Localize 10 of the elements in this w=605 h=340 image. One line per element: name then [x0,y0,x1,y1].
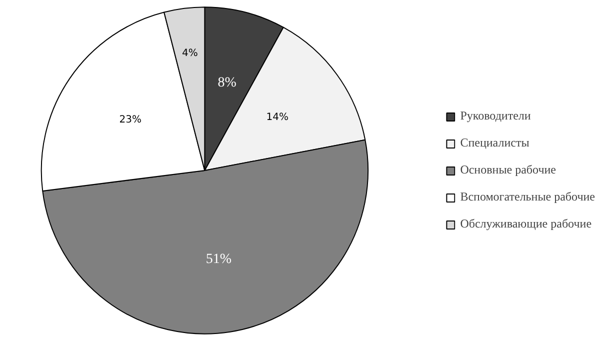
data-label: 51% [206,252,232,268]
data-label: 23% [119,114,142,126]
data-label: 14% [266,112,288,124]
legend-label: Руководители [460,108,531,124]
legend-label: Обслуживающие рабочие [460,216,592,232]
data-label: 4% [182,48,198,59]
data-label: 8% [218,76,237,91]
legend-label: Вспомогательные рабочие [460,190,595,204]
legend-label: Основные рабочие [460,162,556,178]
legend-label: Специалисты [460,136,530,150]
